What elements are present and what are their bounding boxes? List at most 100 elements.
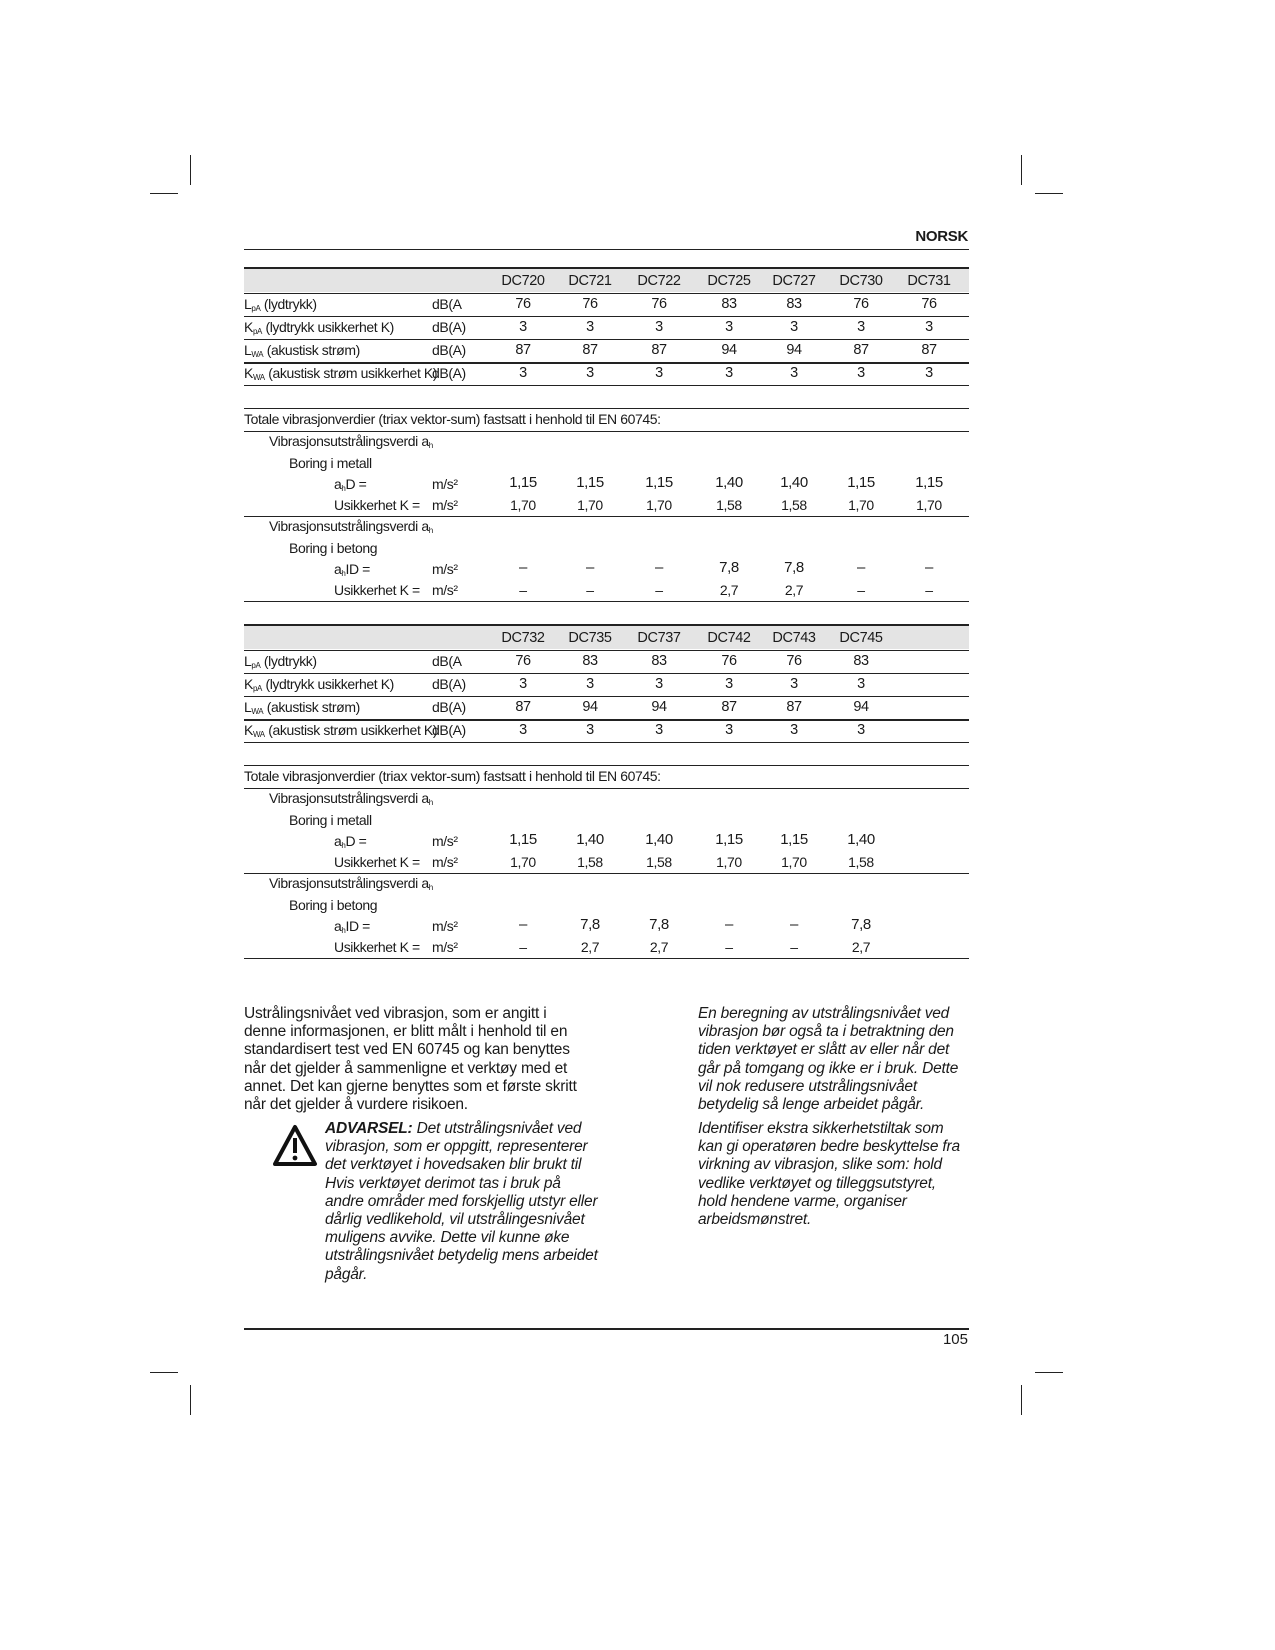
table-cell: 3	[857, 365, 865, 381]
warning-triangle-icon	[272, 1124, 318, 1168]
uncertainty-label: Usikkerhet K =	[334, 854, 420, 870]
crop-mark	[190, 1385, 191, 1415]
vibration-value: 1,15	[780, 831, 808, 848]
uncertainty-value: 1,58	[716, 497, 742, 513]
vibration-value: –	[586, 559, 594, 576]
vibration-heading: Vibrasjonsutstrålingsverdi ah	[269, 433, 433, 450]
vibration-heading: Vibrasjonsutstrålingsverdi ah	[269, 875, 433, 892]
table-cell: 3	[655, 676, 663, 692]
table-cell: 94	[853, 699, 869, 715]
table-cell: 87	[515, 699, 531, 715]
table-cell: 87	[721, 699, 737, 715]
vibration-value: 7,8	[649, 916, 669, 933]
table-cell: 94	[582, 699, 598, 715]
row-rule	[244, 516, 969, 517]
table-cell: 94	[651, 699, 667, 715]
uncertainty-label: Usikkerhet K =	[334, 582, 420, 598]
model-header: DC745	[839, 630, 883, 646]
vibration-title: Totale vibrasjonverdier (triax vektor-su…	[244, 768, 661, 784]
unit: m/s²	[432, 582, 458, 598]
table-cell: 87	[515, 342, 531, 358]
table-cell: 83	[721, 296, 737, 312]
uncertainty-value: –	[586, 582, 594, 598]
right-paragraph-1: En beregning av utstrålingsnivået ved vi…	[698, 1005, 959, 1114]
crop-mark	[1021, 1385, 1022, 1415]
row-rule	[244, 601, 969, 602]
vibration-value: –	[519, 559, 527, 576]
unit: m/s²	[432, 476, 458, 492]
table-header-band	[244, 625, 969, 649]
model-header: DC725	[707, 273, 751, 289]
vibration-heading: Vibrasjonsutstrålingsverdi ah	[269, 518, 433, 535]
table-cell: 3	[790, 676, 798, 692]
uncertainty-value: 1,70	[510, 497, 536, 513]
section-language: NORSK	[915, 228, 968, 245]
table-cell: 76	[786, 653, 802, 669]
table-cell: 3	[519, 722, 527, 738]
vibration-value: 1,40	[645, 831, 673, 848]
vibration-value: –	[519, 916, 527, 933]
vibration-value: 1,15	[509, 474, 537, 491]
model-header: DC731	[907, 273, 951, 289]
unit: dB(A)	[432, 722, 466, 738]
uncertainty-value: 1,58	[781, 497, 807, 513]
table-cell: 3	[925, 365, 933, 381]
unit: dB(A	[432, 296, 462, 312]
unit: dB(A)	[432, 342, 466, 358]
unit: dB(A)	[432, 676, 466, 692]
table-cell: 3	[725, 365, 733, 381]
uncertainty-value: 2,7	[784, 582, 804, 598]
unit: m/s²	[432, 918, 458, 934]
uncertainty-value: 1,58	[646, 854, 672, 870]
model-header: DC742	[707, 630, 751, 646]
vibration-value: –	[725, 916, 733, 933]
table-cell: 3	[790, 365, 798, 381]
noise-row-label: LWA (akustisk strøm)	[244, 699, 360, 716]
crop-mark	[1035, 1372, 1063, 1373]
footer-rule	[244, 1328, 969, 1330]
uncertainty-value: 1,58	[577, 854, 603, 870]
table-cell: 3	[857, 319, 865, 335]
vibration-value: 1,40	[715, 474, 743, 491]
uncertainty-value: 1,70	[577, 497, 603, 513]
unit: dB(A)	[432, 319, 466, 335]
model-header: DC721	[568, 273, 612, 289]
vibration-value: 1,15	[715, 831, 743, 848]
table-header-band	[244, 268, 969, 292]
noise-row-label: KWA (akustisk strøm usikkerhet K)	[244, 365, 438, 382]
table-cell: 76	[921, 296, 937, 312]
table-rule	[244, 267, 969, 269]
vibration-value: 1,40	[576, 831, 604, 848]
table-cell: 87	[786, 699, 802, 715]
table-cell: 3	[790, 722, 798, 738]
unit: m/s²	[432, 939, 458, 955]
model-header: DC727	[772, 273, 816, 289]
uncertainty-value: 1,70	[781, 854, 807, 870]
noise-row-label: KpA (lydtrykk usikkerhet K)	[244, 676, 394, 693]
table-cell: 3	[655, 365, 663, 381]
right-paragraph-2: Identifiser ekstra sikkerhetstiltak som …	[698, 1120, 960, 1229]
table-cell: 3	[655, 722, 663, 738]
uncertainty-value: 1,70	[716, 854, 742, 870]
table-cell: 3	[519, 319, 527, 335]
vibration-value: 1,15	[509, 831, 537, 848]
crop-mark	[190, 155, 191, 185]
table-cell: 94	[786, 342, 802, 358]
page-number: 105	[942, 1331, 968, 1348]
vibration-value: 1,15	[576, 474, 604, 491]
unit: m/s²	[432, 561, 458, 577]
table-cell: 3	[857, 676, 865, 692]
table-rule	[244, 293, 969, 294]
row-rule	[244, 385, 969, 386]
vibration-heading: Vibrasjonsutstrålingsverdi ah	[269, 790, 433, 807]
table-cell: 3	[925, 319, 933, 335]
unit: dB(A)	[432, 699, 466, 715]
vibration-title: Totale vibrasjonverdier (triax vektor-su…	[244, 411, 661, 427]
vibration-value-label: ahD =	[334, 476, 367, 493]
table-cell: 83	[582, 653, 598, 669]
unit: dB(A	[432, 653, 462, 669]
vibration-value: –	[655, 559, 663, 576]
model-header: DC720	[501, 273, 545, 289]
row-rule	[244, 958, 969, 959]
table-rule	[244, 788, 969, 789]
